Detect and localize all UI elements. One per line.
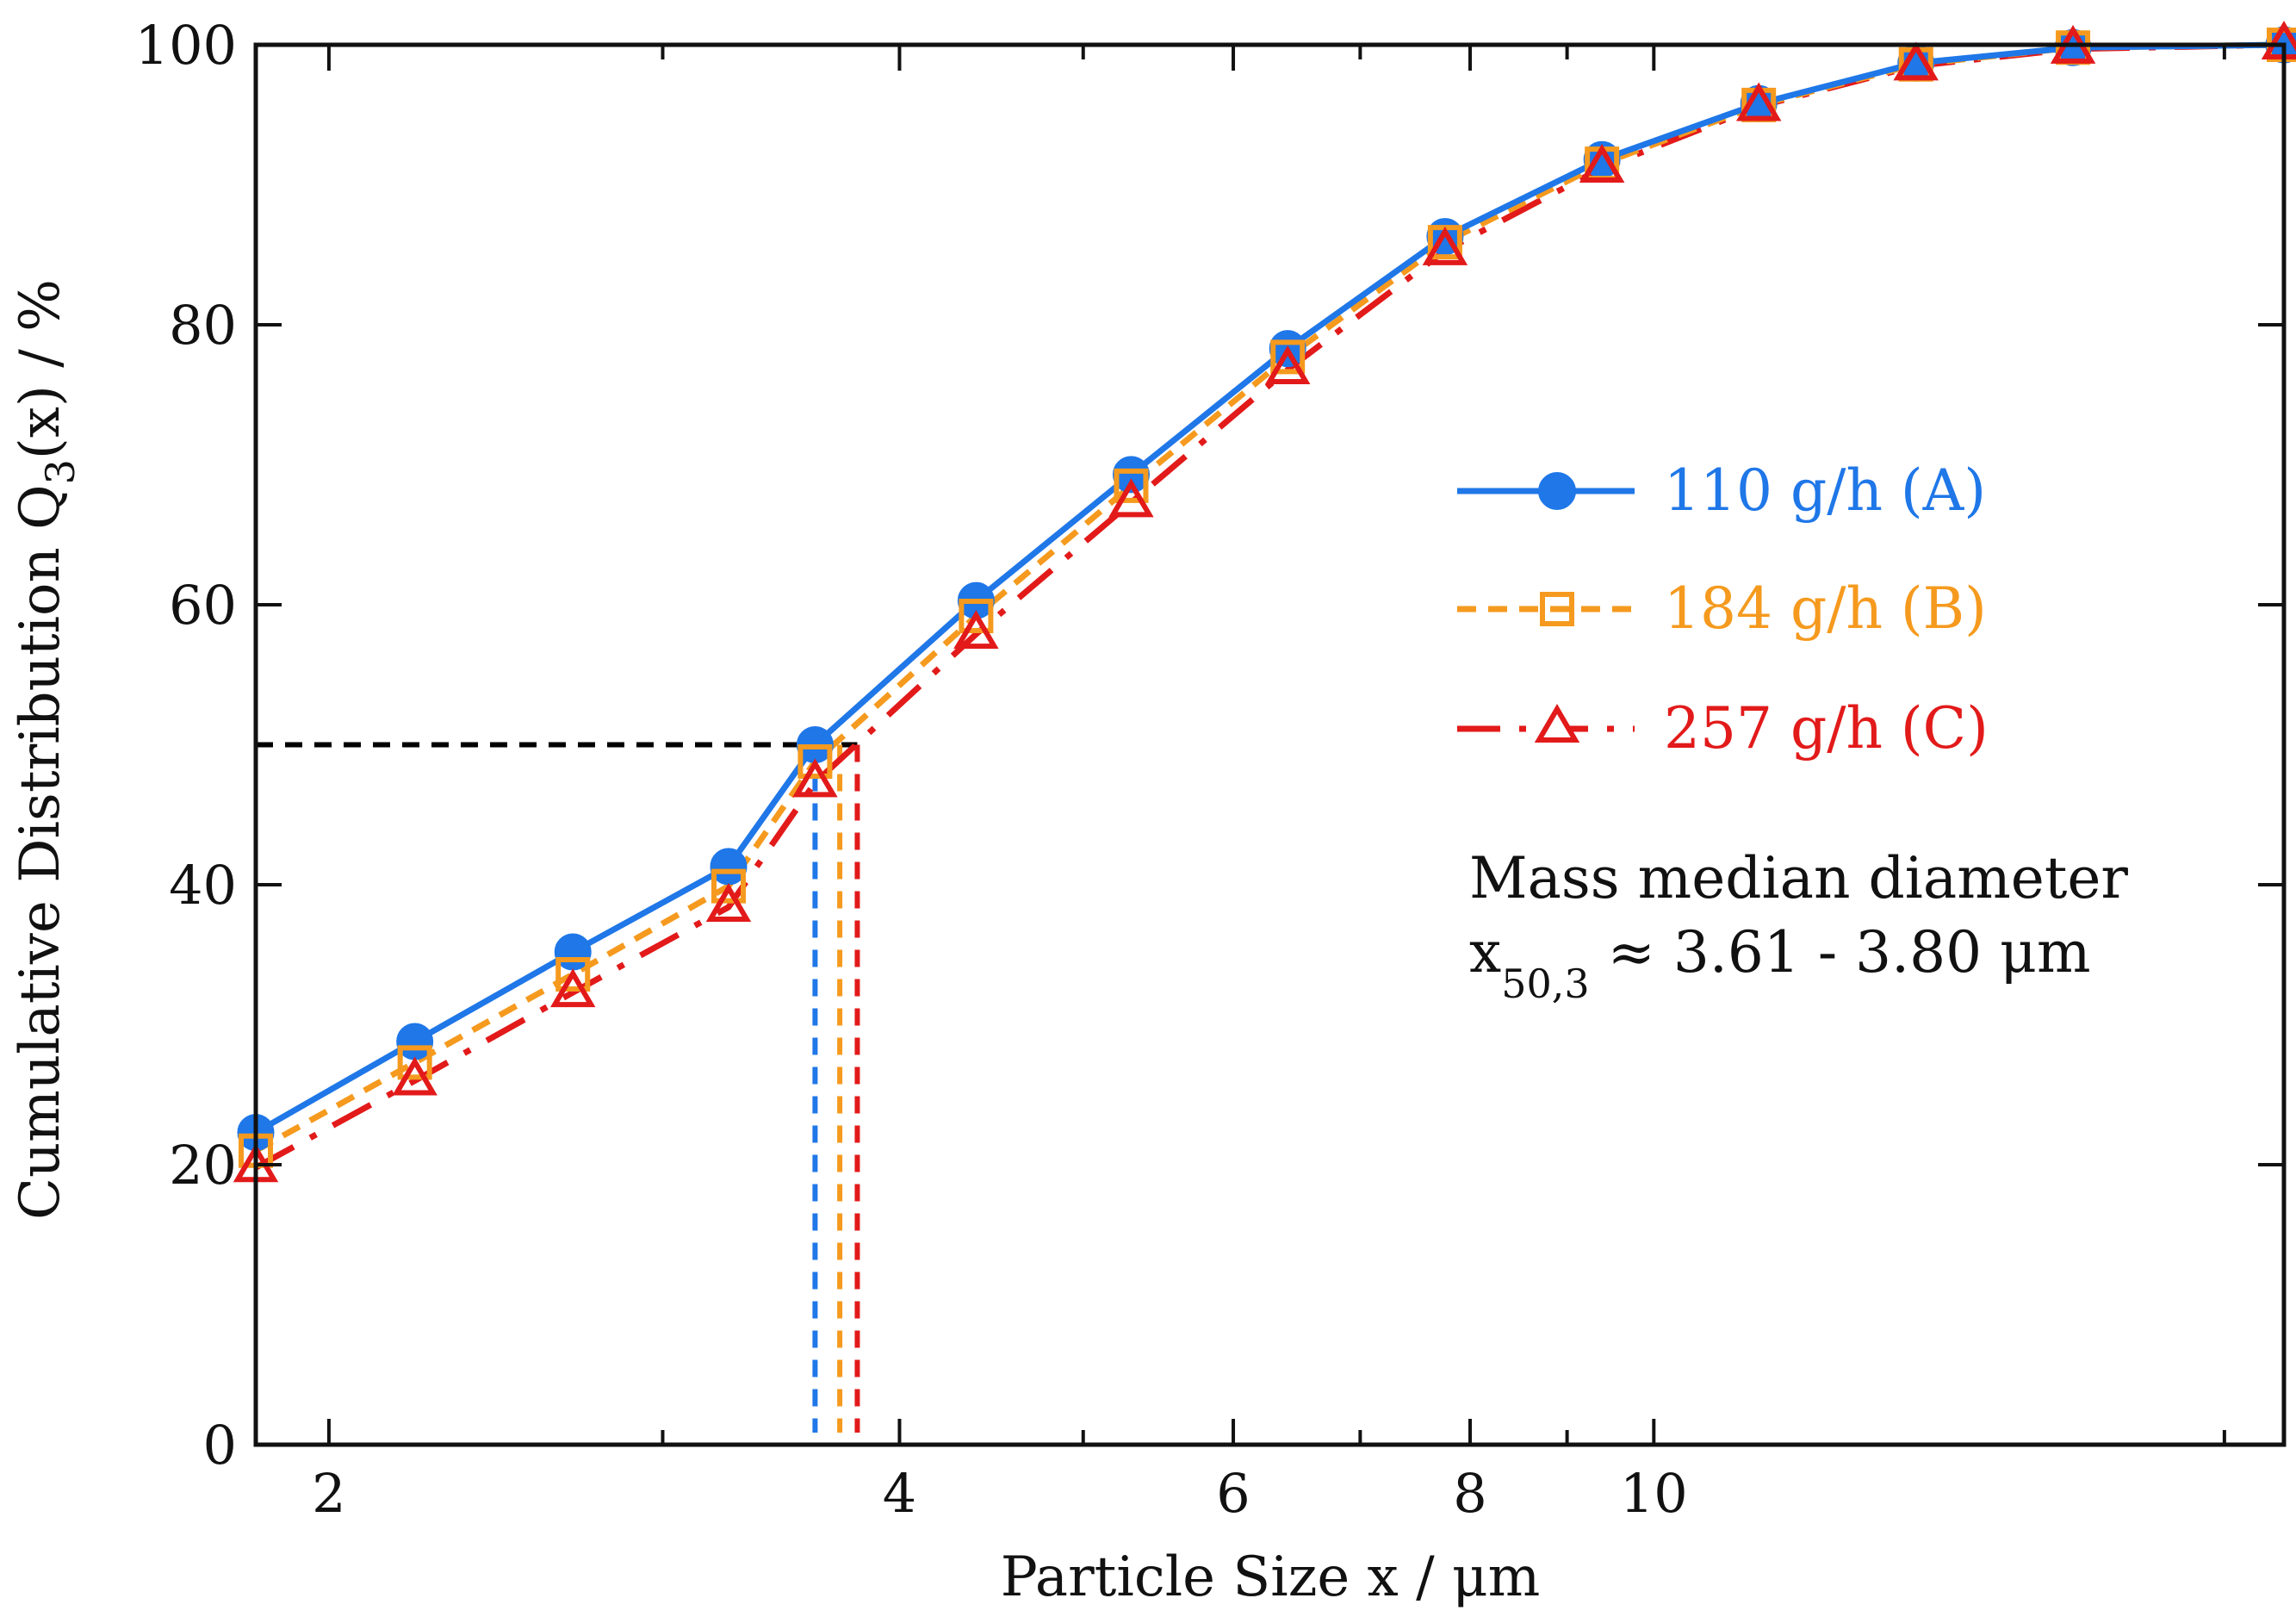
data-point-c (953, 610, 999, 650)
x-axis-title: Particle Size x / μm (1001, 1545, 1541, 1609)
legend-marker-a (1538, 472, 1576, 510)
data-point-c (1893, 41, 1939, 81)
x-tick-label: 8 (1453, 1462, 1486, 1525)
chart-marks (233, 21, 2296, 1433)
legend: 110 g/h (A) 184 g/h (B) 257 g/h (C) (1457, 457, 1989, 762)
y-tick-label: 0 (203, 1414, 237, 1477)
data-point-c (1422, 226, 1468, 265)
x-tick-label: 4 (883, 1462, 916, 1525)
x-tick-label: 10 (1620, 1462, 1688, 1525)
legend-marker-b (1540, 592, 1574, 626)
median-annotation: Mass median diameter x50,3 ≈ 3.61 - 3.80… (1469, 845, 2128, 1007)
data-point-b (711, 868, 746, 904)
data-point-b (959, 599, 994, 633)
data-point-b (397, 1045, 432, 1080)
data-point-c (792, 758, 838, 798)
y-tick-label: 100 (135, 14, 237, 77)
data-point-c (1264, 345, 1311, 384)
data-point-b (555, 957, 591, 992)
data-point-b (1270, 339, 1306, 375)
x-tick-label: 2 (312, 1462, 345, 1525)
legend-label-a: 110 g/h (A) (1664, 457, 1986, 524)
data-point-b (1114, 468, 1149, 503)
data-point-c (705, 883, 752, 922)
annotation-line-1: Mass median diameter (1469, 845, 2128, 911)
y-tick-label: 20 (169, 1134, 237, 1197)
annotation-line-2: x50,3 ≈ 3.61 - 3.80 μm (1469, 919, 2091, 1007)
chart-ticks: 0 20 40 60 80 100 2 4 6 8 10 (135, 14, 2284, 1525)
y-axis-title: Cumulative Distribution Q3(x) / % (9, 279, 84, 1220)
data-point-b (797, 744, 833, 779)
plot-frame (253, 42, 2287, 1447)
y-tick-label: 80 (169, 294, 237, 357)
data-point-c (550, 968, 596, 1008)
data-point-c (392, 1056, 437, 1096)
legend-entry-b: 184 g/h (B) (1457, 575, 1987, 642)
series-line-0 (254, 41, 2285, 1135)
data-point-c (1108, 478, 1154, 518)
legend-marker-c (1534, 704, 1580, 743)
data-point-c (1579, 144, 1625, 183)
y-tick-label: 60 (169, 574, 237, 637)
legend-label-b: 184 g/h (B) (1664, 575, 1987, 642)
legend-entry-c: 257 g/h (C) (1457, 695, 1989, 762)
y-tick-label: 40 (169, 854, 237, 917)
legend-entry-a: 110 g/h (A) (1457, 457, 1986, 524)
data-point-c (1735, 82, 1782, 121)
legend-label-c: 257 g/h (C) (1664, 695, 1989, 762)
x-tick-label: 6 (1216, 1462, 1250, 1525)
